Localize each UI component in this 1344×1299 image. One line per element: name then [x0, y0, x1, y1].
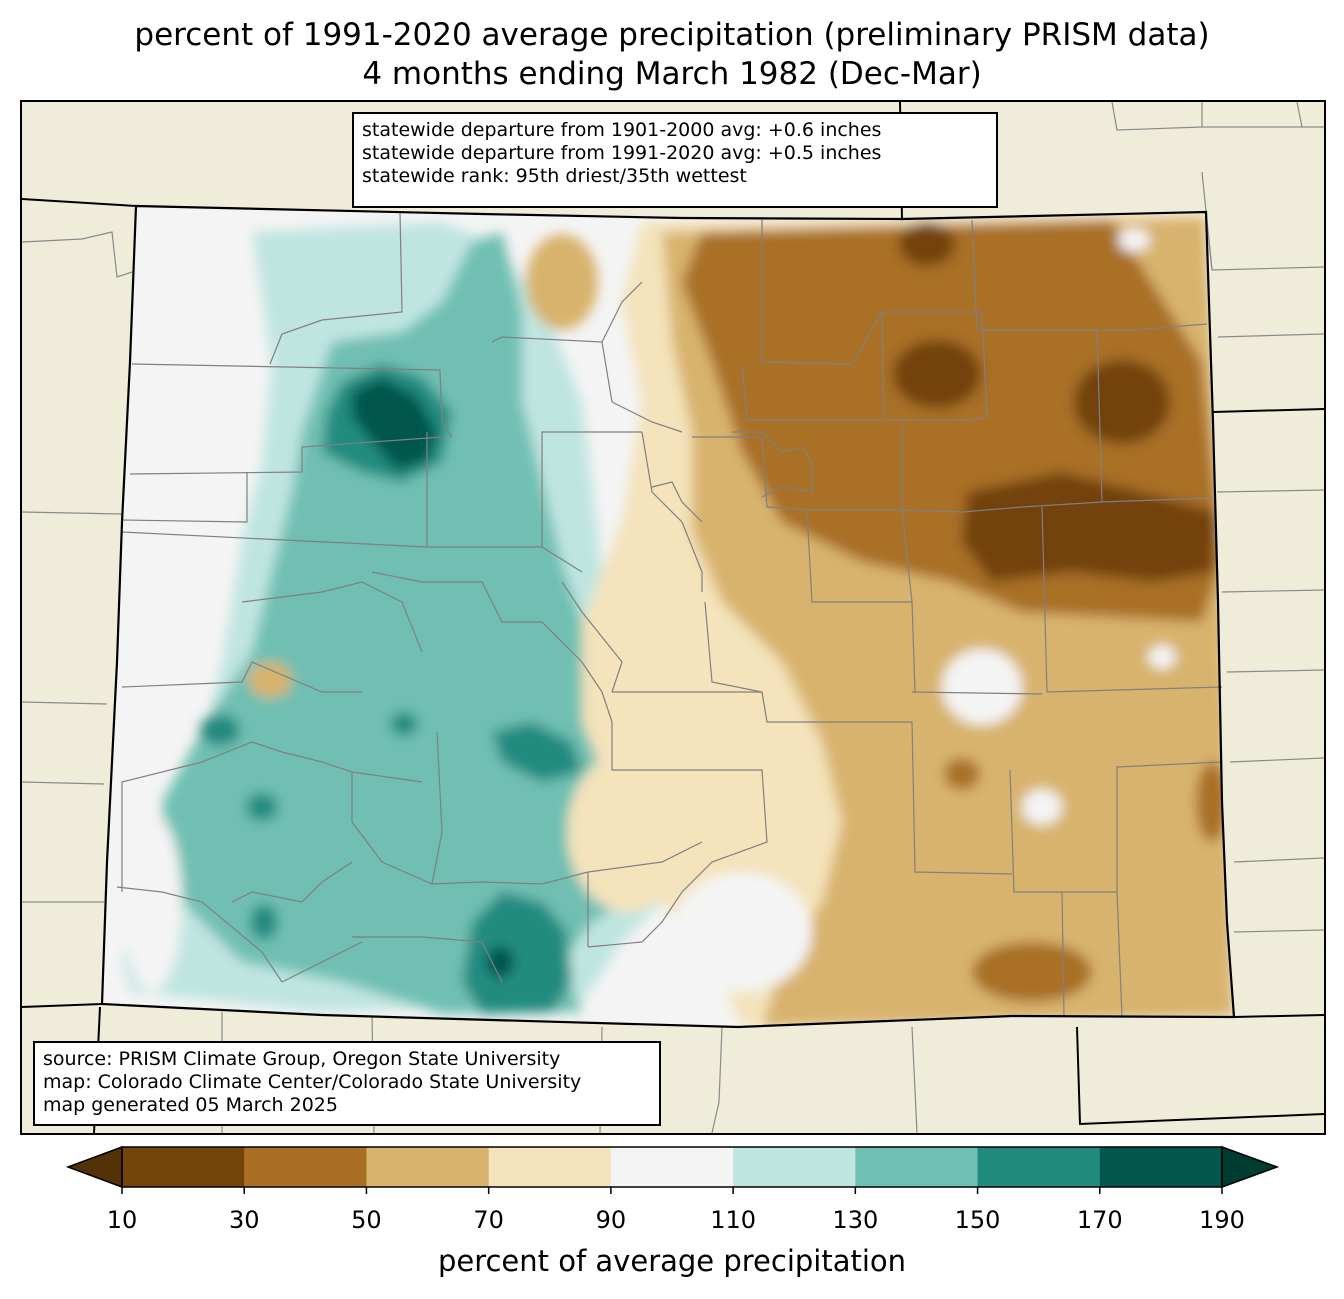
zone-150-170-g	[250, 904, 278, 940]
zone-150-170-d	[200, 714, 240, 746]
zone-30-50-sw	[972, 942, 1092, 1002]
zone-150-170-e	[246, 793, 278, 821]
colorbar-segment	[855, 1147, 979, 1187]
stats-departure-1991-2020: statewide departure from 1991-2020 avg: …	[362, 142, 882, 164]
colorbar-border	[121, 1146, 1223, 1188]
colorbar-segment	[244, 1147, 367, 1187]
zone-10-30-b	[893, 340, 981, 408]
zone-30-50-se	[1196, 762, 1228, 842]
zone-30-50-mid	[944, 758, 980, 790]
source-line-generated: map generated 05 March 2025	[43, 1094, 338, 1116]
colorbar-tick-label: 190	[1199, 1206, 1245, 1234]
colorbar-tick-label: 130	[832, 1206, 879, 1234]
precipitation-map: statewide departure from 1901-2000 avg: …	[20, 100, 1326, 1135]
colorbar-tick-label: 30	[228, 1206, 260, 1234]
colorbar-segment	[1099, 1147, 1223, 1187]
zone-90-110-e2	[1022, 789, 1062, 825]
zone-10-30-c	[1074, 360, 1170, 444]
colorbar-label: percent of average precipitation	[437, 1244, 907, 1278]
zone-90-110-s	[672, 872, 812, 992]
source-line-prism: source: PRISM Climate Group, Oregon Stat…	[43, 1048, 561, 1070]
colorbar-segments	[122, 1147, 1223, 1187]
colorbar-tick-label: 170	[1076, 1206, 1123, 1234]
precipitation-field	[102, 206, 1234, 1027]
zone-90-110-e1	[942, 649, 1022, 725]
zone-170-190-b	[486, 946, 514, 978]
zone-10-30-a	[899, 222, 955, 266]
zone-90-110-e4	[1118, 228, 1150, 252]
zone-150-170-b	[462, 892, 572, 1014]
source-line-map: map: Colorado Climate Center/Colorado St…	[43, 1071, 582, 1093]
zone-10-30-d	[962, 472, 1217, 582]
zone-50-70-north	[526, 234, 598, 330]
zone-90-110-w	[122, 812, 182, 992]
colorbar-tick-label: 150	[954, 1206, 1001, 1234]
colorbar-tick-label: 50	[351, 1206, 382, 1234]
colorbar-tick-label: 110	[710, 1206, 757, 1234]
map-title-line-1: percent of 1991-2020 average precipitati…	[134, 17, 1210, 53]
colorbar-segment	[488, 1147, 612, 1187]
zone-70-90-west	[567, 752, 687, 912]
zone-150-170-c	[492, 722, 582, 782]
zone-50-70-west	[248, 662, 292, 698]
statewide-stats-box: statewide departure from 1901-2000 avg: …	[352, 112, 998, 208]
colorbar-tick-label: 10	[106, 1206, 138, 1234]
colorbar-segment	[122, 1147, 245, 1187]
zone-130-150	[162, 232, 662, 1014]
zone-90-110-e3	[1148, 645, 1176, 669]
map-canvas	[22, 102, 1324, 1133]
colorbar-tick-label: 90	[595, 1206, 627, 1234]
zone-150-170-f	[390, 712, 418, 736]
county-lines	[116, 211, 1223, 1018]
colorbar-over-arrow	[1221, 1145, 1280, 1189]
stats-rank: statewide rank: 95th driest/35th wettest	[362, 165, 747, 187]
colorbar-tick-label: 70	[473, 1206, 504, 1234]
stats-departure-1901-2000: statewide departure from 1901-2000 avg: …	[362, 119, 882, 141]
zone-170-190-a	[352, 377, 437, 470]
map-title-line-2: 4 months ending March 1982 (Dec-Mar)	[362, 56, 982, 92]
colorado-outline	[100, 204, 1236, 1029]
colorbar-under-arrow	[65, 1145, 123, 1189]
colorbar-ticks	[121, 1187, 1223, 1194]
colorbar-segment	[977, 1147, 1101, 1187]
colorbar-segment	[733, 1147, 856, 1187]
source-box: source: PRISM Climate Group, Oregon Stat…	[33, 1041, 661, 1126]
colorbar-segment	[366, 1147, 490, 1187]
colorbar-segment	[610, 1147, 734, 1187]
